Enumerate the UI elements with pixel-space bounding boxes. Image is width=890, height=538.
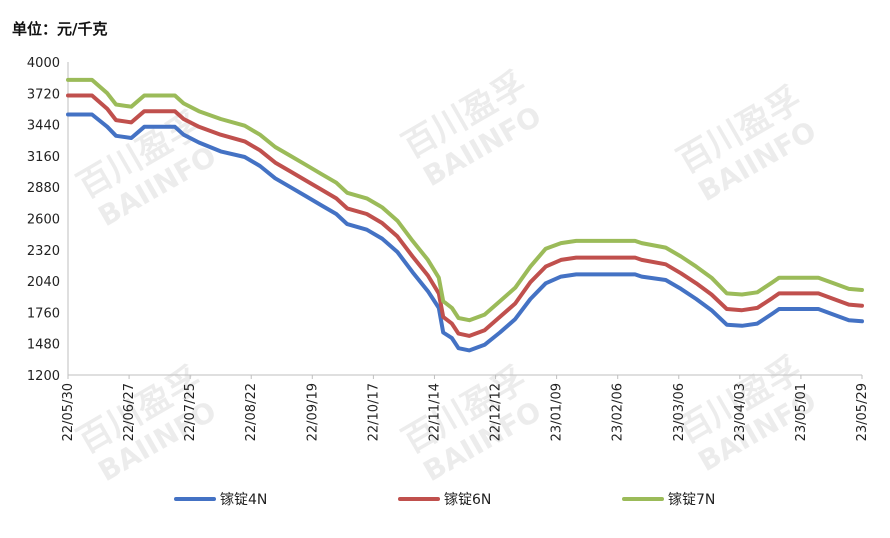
x-tick-label: 23/03/06 [672, 383, 687, 441]
unit-label: 单位：元/千克 [12, 20, 108, 38]
legend: 镓锭4N 镓锭6N 镓锭7N [174, 492, 715, 508]
y-tick-label: 2880 [27, 181, 60, 196]
x-tick-label: 22/08/22 [244, 383, 259, 441]
y-tick-label: 4000 [27, 56, 60, 71]
x-tick-label: 22/10/17 [366, 383, 381, 441]
series-line-3 [66, 77, 864, 323]
y-tick-label: 2040 [27, 275, 60, 290]
legend-label: 镓锭6N [444, 492, 491, 508]
legend-item-1: 镓锭4N [174, 492, 267, 508]
legend-label: 镓锭7N [668, 492, 715, 508]
legend-label: 镓锭4N [220, 492, 267, 508]
x-tick-label: 22/12/12 [489, 383, 504, 441]
y-tick-label: 1200 [27, 369, 60, 384]
y-tick-label: 3720 [27, 87, 60, 102]
x-tick-label: 23/01/09 [550, 383, 565, 441]
x-axis-ticks: 22/05/30 22/06/27 22/07/25 22/08/22 22/09/19… [61, 375, 870, 441]
x-tick-label: 22/05/30 [61, 383, 76, 441]
y-tick-label: 3160 [27, 150, 60, 165]
x-tick-label: 23/05/29 [855, 383, 870, 441]
x-tick-label: 22/07/25 [183, 383, 198, 441]
x-tick-label: 23/02/06 [611, 383, 626, 441]
y-tick-label: 3440 [27, 119, 60, 134]
x-tick-label: 23/04/03 [733, 383, 748, 441]
y-tick-label: 1480 [27, 338, 60, 353]
y-tick-label: 2320 [27, 244, 60, 259]
series-lines [66, 77, 864, 353]
x-tick-label: 22/11/14 [427, 383, 442, 441]
y-axis-ticks: 1200 1480 1760 2040 2320 2600 2880 3160 3440 3720… [27, 56, 60, 384]
y-tick-label: 1760 [27, 306, 60, 321]
x-tick-label: 22/09/19 [305, 383, 320, 441]
x-tick-label: 22/06/27 [122, 383, 137, 441]
y-tick-label: 2600 [27, 213, 60, 228]
series-line-2 [66, 93, 864, 338]
series-line-1 [66, 112, 864, 353]
legend-item-3: 镓锭7N [622, 492, 715, 508]
legend-item-2: 镓锭6N [398, 492, 491, 508]
x-tick-label: 23/05/01 [794, 383, 809, 441]
